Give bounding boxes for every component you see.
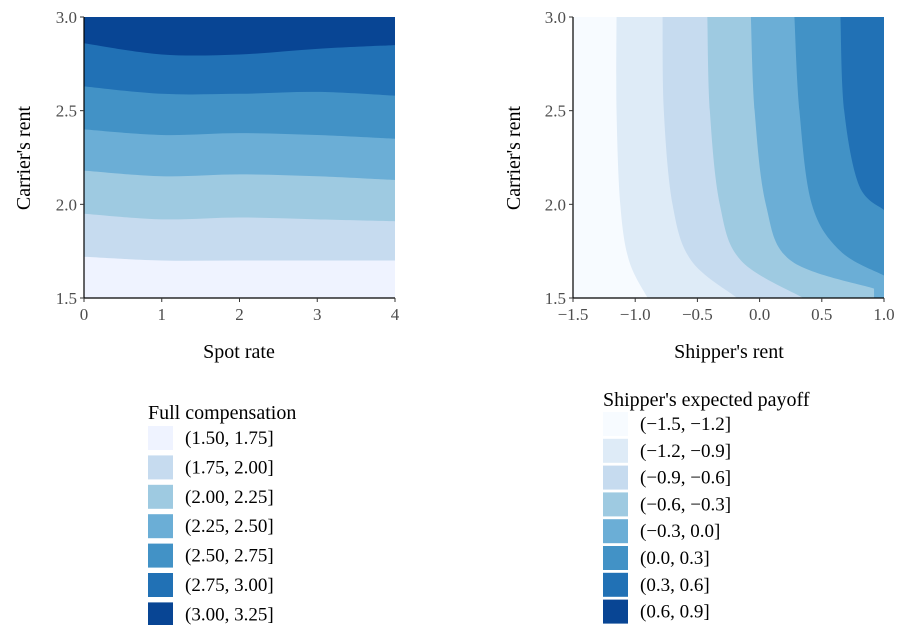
legend-swatch [603,492,628,517]
legend-label: (2.25, 2.50] [185,516,274,537]
y-tick-label: 1.5 [545,289,566,308]
y-tick-label: 1.5 [56,289,77,308]
contour-regions [573,17,884,298]
legend-swatch [603,546,628,570]
legend-label: (−0.9, −0.6] [640,468,731,489]
legend-title: Shipper's expected payoff [603,389,810,411]
legend-swatch [148,426,173,450]
legend-label: (0.6, 0.9] [640,602,710,623]
x-tick-label: 0 [80,305,89,324]
legend-swatch [603,599,628,624]
legend-label: (2.75, 3.00] [185,575,274,596]
x-tick-label: −1.5 [558,305,589,324]
legend-label: (0.0, 0.3] [640,548,710,569]
legend-label: (1.50, 1.75] [185,428,274,449]
legend-label: (−0.6, −0.3] [640,494,731,515]
x-tick-label: 2 [235,305,244,324]
x-tick-label: −0.5 [682,305,713,324]
legend-swatch [603,519,628,544]
x-tick-label: 0.5 [811,305,832,324]
axis-ticks: 0 1 2 3 4 1.5 2.0 2.5 3.0 [56,8,400,324]
legend-label: (−1.2, −0.9] [640,441,731,462]
contour-panel-shipper-payoff: −1.5 −1.0 −0.5 0.0 0.5 1.0 1.5 2.0 2.5 3.0 Shippe… [503,8,895,624]
legend-swatch [148,484,173,509]
legend-swatch [603,438,628,463]
axis-ticks: −1.5 −1.0 −0.5 0.0 0.5 1.0 1.5 2.0 2.5 3.0 [545,8,895,324]
legend-swatch [148,573,173,597]
y-tick-label: 2.0 [545,195,566,214]
contour-regions [84,17,395,298]
legend-title: Full compensation [148,402,296,424]
legend: Full compensation (1.50, 1.75] (1.75, 2.0… [148,402,296,625]
y-tick-label: 3.0 [545,8,566,27]
x-axis-title: Shipper's rent [674,341,784,363]
legend-label: (2.50, 2.75] [185,546,274,567]
contour-panel-full-compensation: 0 1 2 3 4 1.5 2.0 2.5 3.0 Spot rate Carrier's re… [13,8,400,625]
legend-swatch [603,465,628,490]
legend-label: (−0.3, 0.0] [640,521,720,542]
legend-items: (1.50, 1.75] (1.75, 2.00] (2.00, 2.25] (2.2… [148,426,274,625]
y-tick-label: 2.5 [545,102,566,121]
contour-band [573,17,648,298]
x-tick-label: −1.0 [620,305,651,324]
legend-swatch [148,543,173,568]
legend-swatch [148,514,173,539]
y-tick-label: 2.5 [56,102,77,121]
legend-label: (−1.5, −1.2] [640,414,731,435]
legend-swatch [603,572,628,597]
legend-label: (0.3, 0.6] [640,575,710,596]
x-tick-label: 1 [158,305,167,324]
x-tick-label: 0.0 [749,305,770,324]
legend-label: (2.00, 2.25] [185,487,274,508]
x-tick-label: 1.0 [873,305,894,324]
x-tick-label: 4 [391,305,400,324]
y-tick-label: 3.0 [56,8,77,27]
legend-swatch [148,455,173,480]
legend-items: (−1.5, −1.2] (−1.2, −0.9] (−0.9, −0.6] (−0.… [603,412,731,624]
legend-swatch [148,602,173,625]
y-tick-label: 2.0 [56,195,77,214]
legend-label: (3.00, 3.25] [185,604,274,625]
x-axis-title: Spot rate [203,341,275,363]
legend-label: (1.75, 2.00] [185,457,274,478]
y-axis-title: Carrier's rent [13,106,35,211]
x-tick-label: 3 [313,305,322,324]
contour-band [84,256,395,298]
y-axis-title: Carrier's rent [503,106,525,211]
legend: Shipper's expected payoff (−1.5, −1.2](−… [603,389,810,624]
legend-swatch [603,412,628,436]
